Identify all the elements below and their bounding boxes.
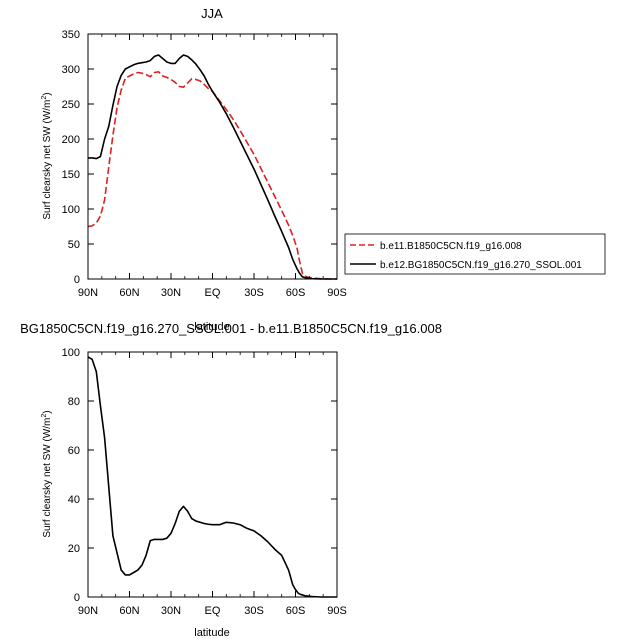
bottom-x-tick-label: 60N [119,605,139,617]
top-x-tick-label: 90S [327,287,347,299]
bottom-x-tick-label: 60S [286,605,306,617]
legend-box [344,233,606,275]
top-axis-ticks: 90N 60N 30N EQ 30S 60S 90S 0 50 100 150 200 250 300 35… [62,29,347,299]
top-x-tick-label: 30N [161,287,181,299]
top-y-tick-label: 150 [62,169,80,181]
bottom-series-line-0 [87,356,337,598]
bottom-axis-ticks: 90N 60N 30N EQ 30S 60S 90S 0 20 40 60 80 100 [62,347,347,617]
top-y-tick-label: 200 [62,134,80,146]
top-y-axis-label-sup: 2 [41,96,48,100]
top-y-tick-label: 250 [62,99,80,111]
bottom-y-tick-label: 20 [68,543,80,555]
top-series-group [87,54,337,280]
top-x-tick-label: 30S [244,287,264,299]
bottom-y-tick-label: 80 [68,396,80,408]
top-y-tick-label: 50 [68,239,80,251]
legend: b.e11.B1850C5CN.f19_g16.008 b.e12.BG1850… [344,233,606,275]
bottom-x-axis-label: latitude [194,627,229,639]
top-y-tick-label: 350 [62,29,80,41]
bottom-y-tick-label: 40 [68,494,80,506]
top-y-tick-label: 100 [62,204,80,216]
bottom-y-axis-label-close: ) [42,410,53,413]
top-y-axis-label-text: Surf clearsky net SW (W/m [42,100,53,220]
top-panel: JJA 90N 60N 30N EQ 30S 60S 90S 0 50 100 150 200 250 3… [41,6,347,333]
top-x-tick-label: 90N [78,287,98,299]
top-x-axis-label: latitude [194,321,229,333]
top-x-tick-label: 60N [119,287,139,299]
legend-label-b-e12: b.e12.BG1850C5CN.f19_g16.270_SSOL.001 [380,260,582,271]
bottom-x-tick-label: 30S [244,605,264,617]
bottom-y-tick-label: 0 [74,592,80,604]
top-y-tick-label: 0 [74,274,80,286]
bottom-x-tick-label: EQ [205,605,221,617]
top-plot-frame [87,33,338,280]
bottom-x-tick-label: 90N [78,605,98,617]
bottom-y-tick-label: 100 [62,347,80,359]
bottom-chart-title: BG1850C5CN.f19_g16.270_SSOL.001 - b.e11.… [20,321,442,336]
top-series-line-0 [87,71,337,280]
top-x-tick-label: EQ [205,287,221,299]
top-y-axis-label-close: ) [42,92,53,95]
top-series-line-1 [88,54,337,280]
bottom-y-axis-label-text: Surf clearsky net SW (W/m [42,418,53,538]
bottom-x-tick-label: 30N [161,605,181,617]
bottom-plot-frame [87,351,338,598]
top-chart-title: JJA [201,6,223,21]
legend-label-b-e11: b.e11.B1850C5CN.f19_g16.008 [380,241,522,252]
bottom-x-tick-label: 90S [327,605,347,617]
bottom-series-group [87,356,337,598]
bottom-panel: BG1850C5CN.f19_g16.270_SSOL.001 - b.e11.… [20,321,442,639]
top-y-tick-label: 300 [62,64,80,76]
bottom-y-axis-label-sup: 2 [41,414,48,418]
top-x-tick-label: 60S [286,287,306,299]
top-y-axis-label: Surf clearsky net SW (W/m2) [41,92,53,219]
bottom-y-axis-label: Surf clearsky net SW (W/m2) [41,410,53,537]
bottom-y-tick-label: 60 [68,445,80,457]
